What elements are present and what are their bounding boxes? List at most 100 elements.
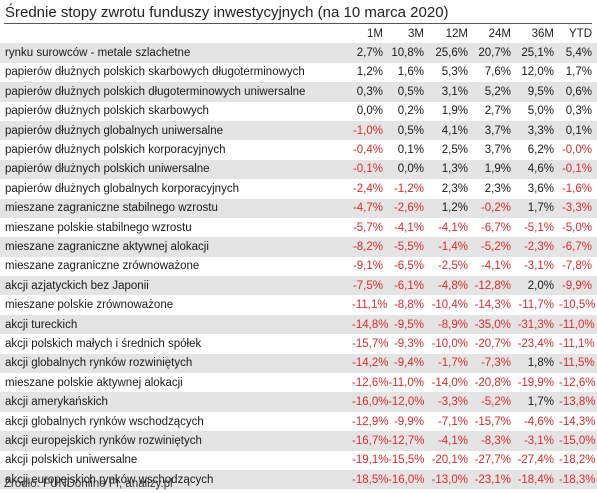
return-value-cell: 2,3%: [473, 179, 516, 199]
return-value-cell: -9,3%: [388, 334, 429, 354]
return-value-cell: 1,8%: [516, 353, 559, 374]
table-row: papierów dłużnych polskich skarbowych dł…: [0, 62, 597, 83]
return-value-cell: 1,9%: [473, 159, 516, 180]
return-value-cell: -15,0%: [559, 431, 597, 451]
table-row: akcji europejskich rynków wschodzących -1…: [0, 469, 597, 490]
return-value-cell: -12,7%: [388, 431, 429, 451]
return-value-cell: 5,3%: [429, 62, 473, 83]
fund-category-label: mieszane polskie zrównoważone: [0, 295, 352, 315]
return-value-cell: 7,6%: [473, 62, 516, 83]
return-value-cell: -12,9%: [352, 411, 388, 432]
return-value-cell: -8,8%: [388, 295, 429, 315]
return-value-cell: -11,5%: [559, 353, 597, 374]
fund-category-label: mieszane polskie aktywnej alokacji: [0, 373, 352, 393]
return-value-cell: -5,2%: [473, 392, 516, 412]
fund-category-label: mieszane zagraniczne zrównoważone: [0, 256, 352, 277]
table-row: papierów dłużnych polskich uniwersalne -0…: [0, 159, 597, 180]
return-value-cell: -1,6%: [559, 179, 597, 199]
return-value-cell: 4,1%: [429, 120, 473, 141]
return-value-cell: -4,1%: [429, 217, 473, 238]
column-header: 3M: [408, 27, 424, 40]
fund-category-label: akcji polskich uniwersalne: [0, 450, 352, 470]
table-row: akcji polskich małych i średnich spółek -…: [0, 334, 597, 354]
return-value-cell: -3,1%: [516, 256, 559, 277]
return-value-cell: 0,3%: [559, 101, 597, 121]
return-value-cell: 2,3%: [429, 179, 473, 199]
return-value-cell: -5,1%: [516, 217, 559, 238]
table-row: papierów dłużnych polskich skarbowych 0,0…: [0, 101, 597, 121]
return-value-cell: -4,6%: [516, 411, 559, 432]
return-value-cell: -1,0%: [352, 120, 388, 141]
return-value-cell: -10,5%: [559, 295, 597, 315]
return-value-cell: -2,5%: [429, 256, 473, 277]
return-value-cell: 1,7%: [559, 62, 597, 83]
return-value-cell: -0,1%: [352, 159, 388, 180]
table-row: mieszane polskie stabilnego wzrostu -5,7%…: [0, 217, 597, 238]
column-header: 36M: [531, 27, 554, 40]
fund-category-label: akcji amerykańskich: [0, 392, 352, 412]
return-value-cell: -6,1%: [388, 276, 429, 296]
table-row: papierów dłużnych polskich długoterminow…: [0, 82, 597, 102]
return-value-cell: 20,7%: [473, 43, 516, 63]
return-value-cell: -35,0%: [473, 314, 516, 335]
source-note: Źródło: FUNDonline FI, analizy.pl: [4, 478, 173, 490]
return-value-cell: 4,6%: [516, 159, 559, 180]
return-value-cell: 0,5%: [388, 82, 429, 102]
return-value-cell: 1,2%: [352, 62, 388, 83]
return-value-cell: -14,3%: [473, 295, 516, 315]
return-value-cell: -15,7%: [473, 411, 516, 432]
return-value-cell: -18,2%: [559, 450, 597, 470]
return-value-cell: -20,1%: [429, 450, 473, 470]
table-row: akcji azjatyckich bez Japonii -7,5% -6,1% -…: [0, 276, 597, 296]
return-value-cell: -15,7%: [352, 334, 388, 354]
return-value-cell: -27,7%: [473, 450, 516, 470]
column-header: 12M: [445, 27, 468, 40]
table-row: akcji tureckich -14,8% -9,5% -8,9% -35,0% -31…: [0, 314, 597, 335]
table-row: akcji amerykańskich -16,0% -12,0% -3,3% -5,2…: [0, 392, 597, 412]
return-value-cell: -1,4%: [429, 237, 473, 257]
return-value-cell: -2,4%: [352, 179, 388, 199]
fund-category-label: mieszane polskie stabilnego wzrostu: [0, 217, 352, 238]
return-value-cell: -14,0%: [429, 373, 473, 393]
fund-category-label: mieszane zagraniczne aktywnej alokacji: [0, 237, 352, 257]
return-value-cell: -0,0%: [559, 140, 597, 160]
return-value-cell: 1,7%: [516, 392, 559, 412]
fund-category-label: akcji globalnych rynków rozwiniętych: [0, 353, 352, 374]
table-row: mieszane zagraniczne zrównoważone -9,1% -6…: [0, 256, 597, 277]
return-value-cell: 3,7%: [473, 140, 516, 160]
return-value-cell: -20,7%: [473, 334, 516, 354]
chart-title: Średnie stopy zwrotu funduszy inwestycyj…: [5, 4, 449, 21]
return-value-cell: -3,3%: [429, 392, 473, 412]
return-value-cell: 3,1%: [429, 82, 473, 102]
return-value-cell: 6,2%: [516, 140, 559, 160]
return-value-cell: 0,0%: [388, 159, 429, 180]
return-value-cell: -9,5%: [388, 314, 429, 335]
column-header: 1M: [367, 27, 383, 40]
return-value-cell: 9,5%: [516, 82, 559, 102]
return-value-cell: -12,6%: [559, 373, 597, 393]
return-value-cell: -7,3%: [473, 353, 516, 374]
return-value-cell: 0,6%: [559, 82, 597, 102]
fund-category-label: papierów dłużnych polskich korporacyjnyc…: [0, 140, 352, 160]
return-value-cell: 0,0%: [352, 101, 388, 121]
return-value-cell: 2,7%: [352, 43, 388, 63]
return-value-cell: -11,0%: [559, 314, 597, 335]
return-value-cell: -3,1%: [516, 431, 559, 451]
fund-category-label: akcji polskich małych i średnich spółek: [0, 334, 352, 354]
return-value-cell: 10,8%: [388, 43, 429, 63]
fund-category-label: papierów dłużnych polskich skarbowych dł…: [0, 62, 352, 83]
return-value-cell: 2,5%: [429, 140, 473, 160]
return-value-cell: -4,1%: [388, 217, 429, 238]
return-value-cell: -11,7%: [516, 295, 559, 315]
return-value-cell: -5,2%: [473, 237, 516, 257]
table-row: akcji globalnych rynków rozwiniętych -14,…: [0, 353, 597, 374]
return-value-cell: -14,2%: [352, 353, 388, 374]
return-value-cell: -9,1%: [352, 256, 388, 277]
return-value-cell: -8,9%: [429, 314, 473, 335]
fund-category-label: papierów dłużnych polskich skarbowych: [0, 101, 352, 121]
fund-category-label: papierów dłużnych globalnych uniwersalne: [0, 120, 352, 141]
header-fund-category: [0, 24, 352, 43]
return-value-cell: 2,0%: [516, 276, 559, 296]
return-value-cell: -6,7%: [559, 237, 597, 257]
column-header: 24M: [488, 27, 511, 40]
